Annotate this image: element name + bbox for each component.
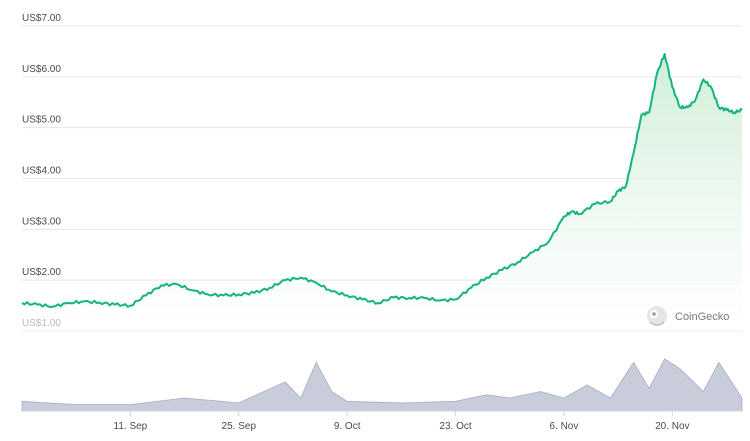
y-tick-label: US$3.00 (22, 216, 61, 227)
gecko-logo-icon (647, 306, 667, 326)
volume-series-area (21, 358, 743, 412)
price-line (21, 53, 743, 309)
y-tick-label: US$5.00 (22, 115, 61, 126)
y-tick-label: US$2.00 (22, 267, 61, 278)
price-area-fill (22, 54, 742, 331)
x-tick-label: 25. Sep (222, 421, 257, 432)
x-tick-label: 6. Nov (549, 421, 578, 432)
y-tick-label: US$6.00 (22, 64, 61, 75)
x-tick-label: 9. Oct (334, 421, 361, 432)
y-tick-label: US$7.00 (22, 13, 61, 24)
x-tick-label: 23. Oct (439, 421, 471, 432)
price-area (22, 54, 742, 331)
x-axis: 11. Sep 25. Sep 9. Oct 23. Oct 6. Nov 20. Nov (22, 410, 742, 432)
price-series-line (21, 53, 743, 309)
x-tick-label: 20. Nov (655, 421, 689, 432)
y-axis: US$7.00 US$6.00 US$5.00 US$4.00 US$3.00 US$2.… (22, 13, 61, 329)
x-tick-label: 11. Sep (114, 421, 148, 432)
coingecko-watermark: CoinGecko (647, 306, 729, 326)
volume-area (21, 358, 743, 412)
brand-name: CoinGecko (675, 311, 729, 323)
y-tick-label: US$4.00 (22, 166, 61, 177)
